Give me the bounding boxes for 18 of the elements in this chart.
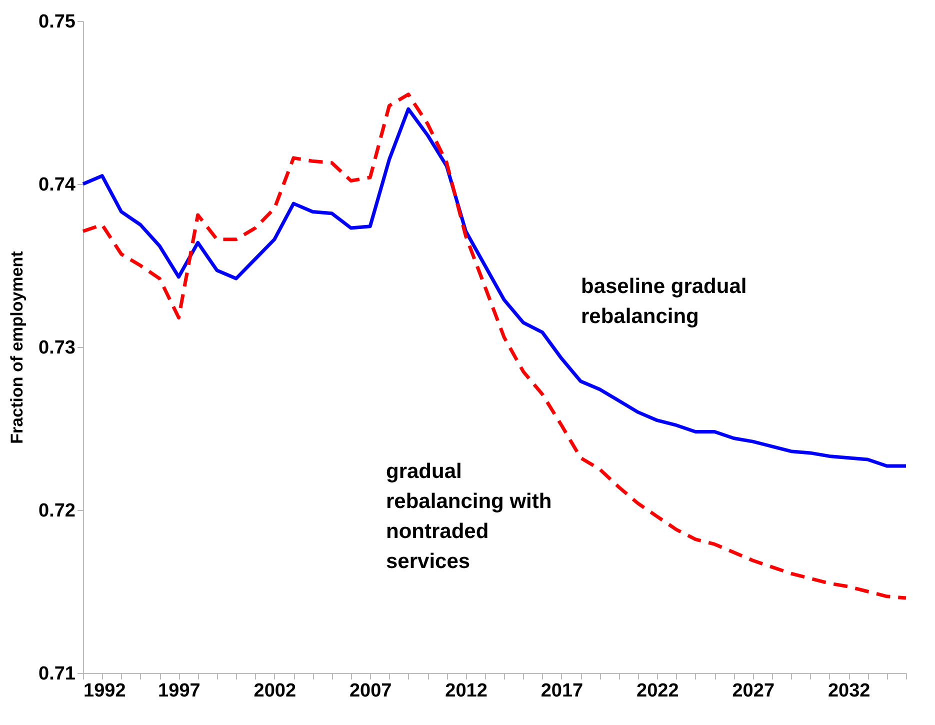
x-tick-label: 1997 <box>158 680 200 702</box>
y-axis-title: Fraction of employment <box>8 250 27 444</box>
y-tick-label: 0.74 <box>38 174 76 196</box>
y-tick-label: 0.71 <box>38 664 76 684</box>
y-tick-label: 0.75 <box>38 12 76 32</box>
y-tick-label: 0.73 <box>38 338 76 358</box>
x-tick-label: 2027 <box>732 680 775 702</box>
y-tick-label: 0.72 <box>38 500 76 522</box>
x-tick-label: 2017 <box>540 680 584 702</box>
x-tick-label: 2032 <box>828 680 870 702</box>
x-tick-label: 2022 <box>636 680 679 702</box>
series-label: baseline gradual rebalancing <box>581 275 747 328</box>
x-tick-label: 2007 <box>349 680 392 702</box>
x-tick-label: 2012 <box>445 680 488 702</box>
x-tick-label: 2002 <box>254 680 296 702</box>
x-tick-label: 1992 <box>84 680 126 702</box>
line-series <box>81 92 908 600</box>
series-label: gradual rebalancing with nontraded services <box>386 460 552 573</box>
